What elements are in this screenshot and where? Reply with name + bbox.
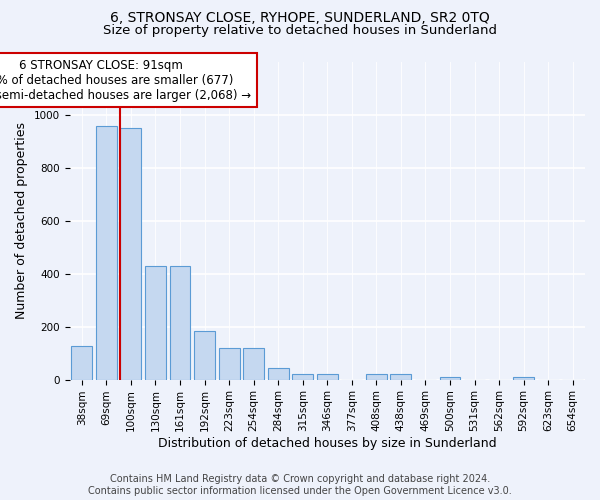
Bar [366, 374, 387, 380]
Bar [145, 266, 166, 380]
Bar [170, 266, 190, 380]
Bar [317, 374, 338, 380]
Bar [96, 126, 117, 380]
Bar [121, 128, 142, 380]
Bar [268, 368, 289, 380]
Text: Contains HM Land Registry data © Crown copyright and database right 2024.
Contai: Contains HM Land Registry data © Crown c… [88, 474, 512, 496]
Bar [391, 374, 412, 380]
Bar [71, 346, 92, 380]
Bar [440, 377, 460, 380]
Text: Size of property relative to detached houses in Sunderland: Size of property relative to detached ho… [103, 24, 497, 37]
Bar [513, 377, 534, 380]
X-axis label: Distribution of detached houses by size in Sunderland: Distribution of detached houses by size … [158, 437, 497, 450]
Text: 6, STRONSAY CLOSE, RYHOPE, SUNDERLAND, SR2 0TQ: 6, STRONSAY CLOSE, RYHOPE, SUNDERLAND, S… [110, 12, 490, 26]
Text: 6 STRONSAY CLOSE: 91sqm
← 24% of detached houses are smaller (677)
73% of semi-d: 6 STRONSAY CLOSE: 91sqm ← 24% of detache… [0, 58, 251, 102]
Bar [292, 374, 313, 380]
Bar [194, 330, 215, 380]
Y-axis label: Number of detached properties: Number of detached properties [15, 122, 28, 319]
Bar [218, 348, 239, 380]
Bar [243, 348, 264, 380]
